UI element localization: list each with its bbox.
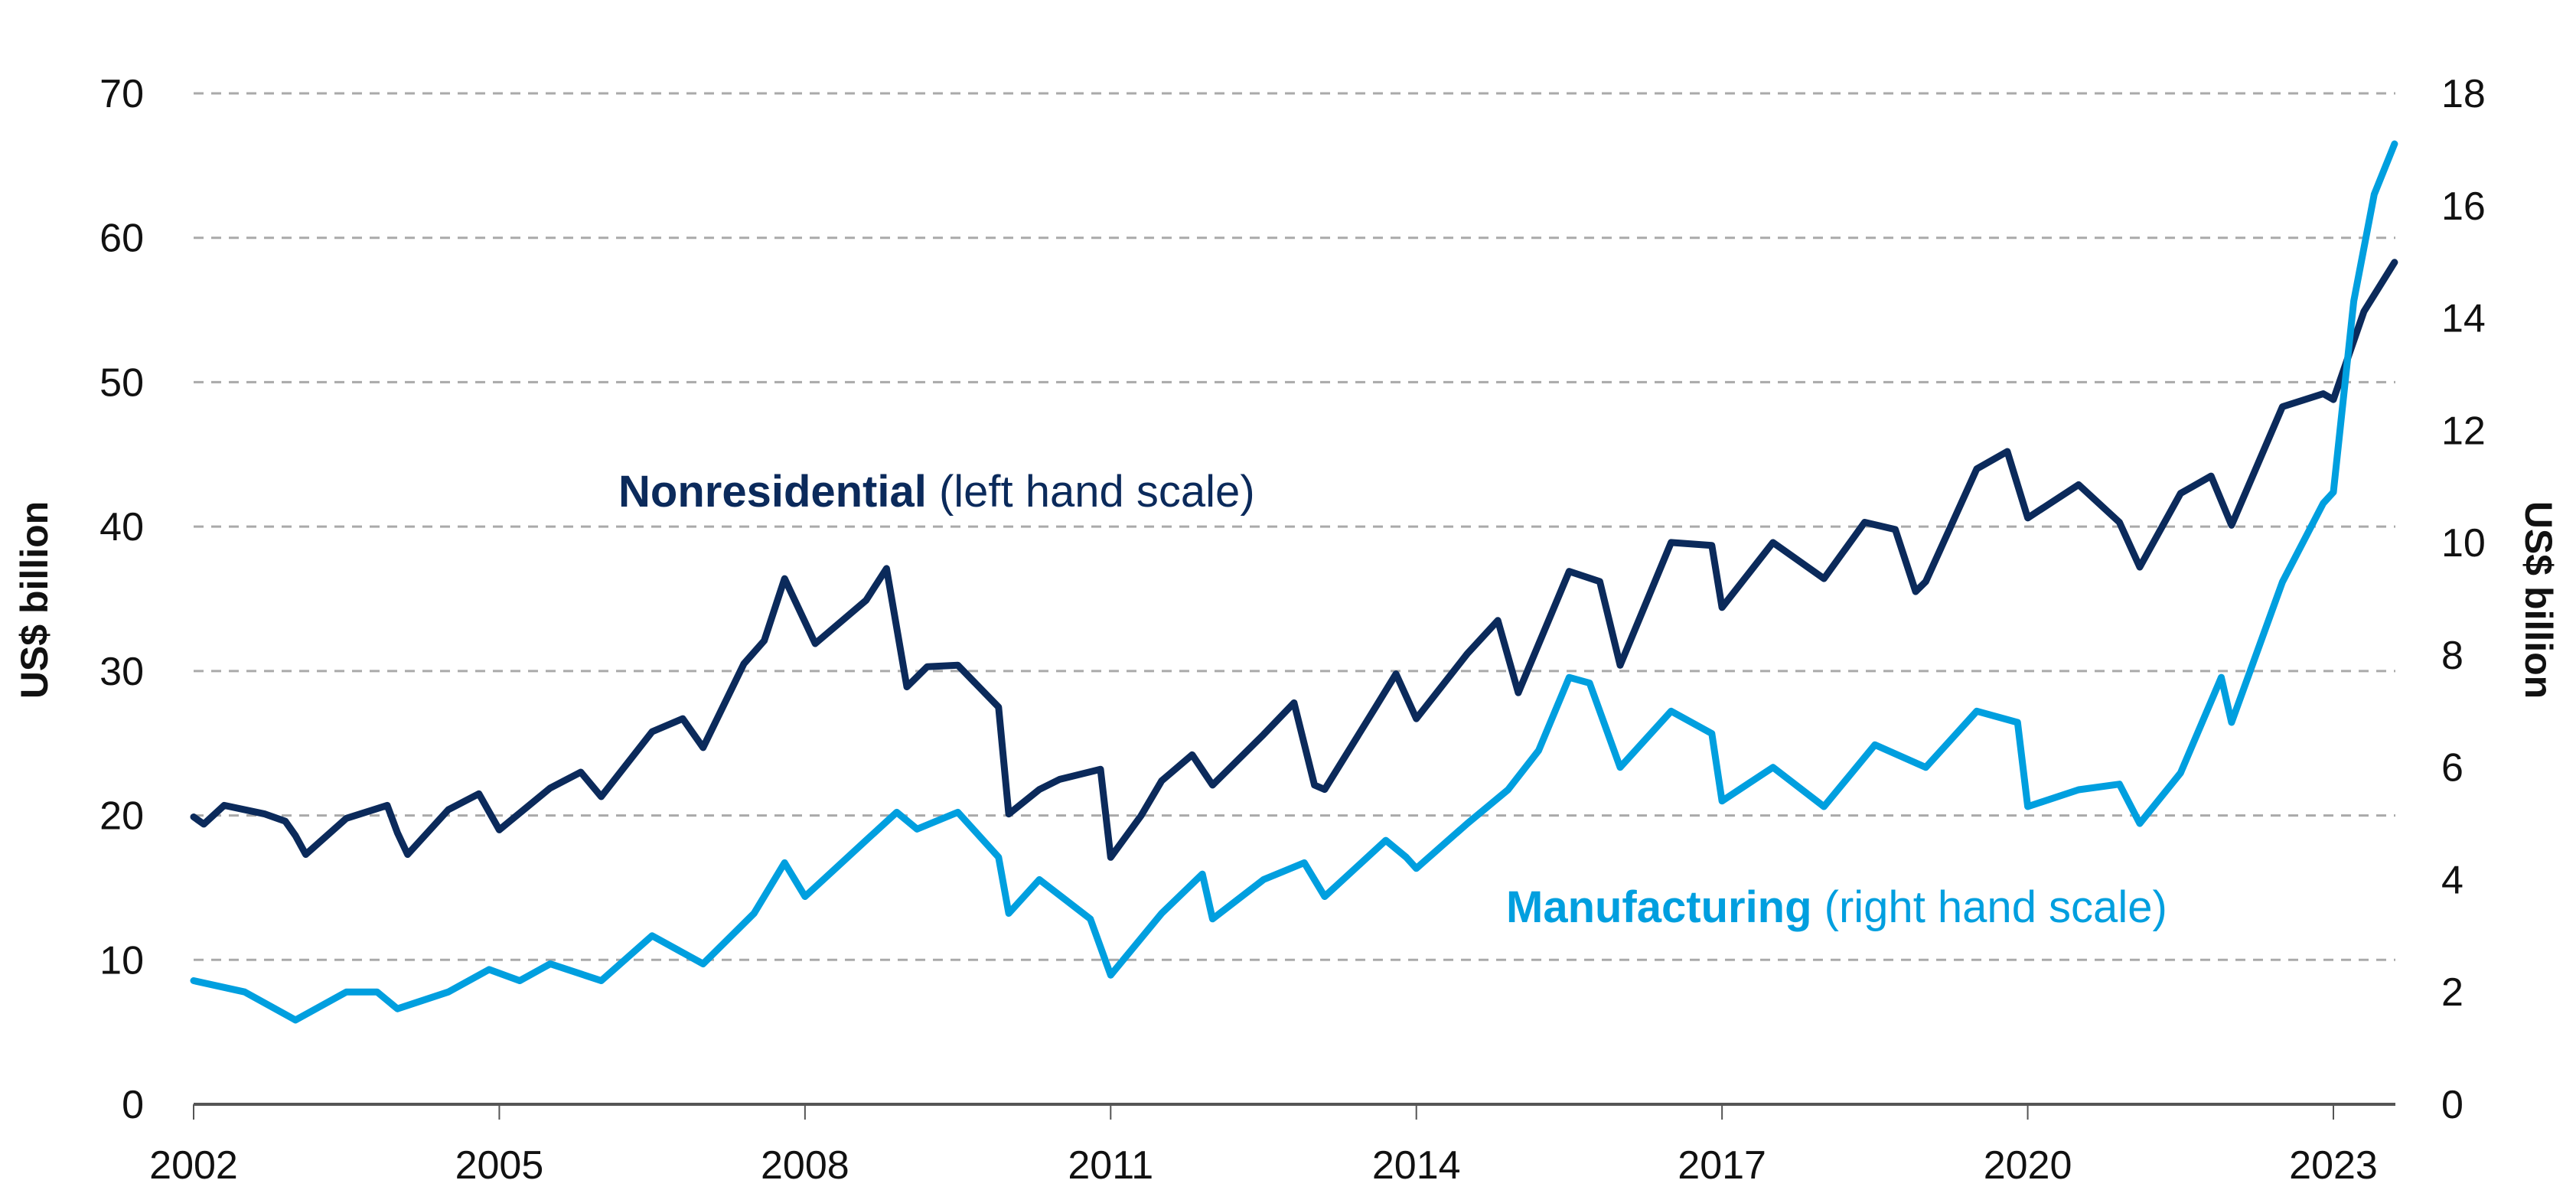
manufacturing-annotation-name: Manufacturing: [1506, 882, 1812, 932]
nonresidential-annotation: Nonresidential (left hand scale): [618, 467, 1255, 517]
right-y-tick-label: 10: [2441, 521, 2486, 566]
left-y-tick-label: 10: [99, 938, 144, 983]
x-axis: 2002 2005 2008 2011 2014 2017 2020 2023: [149, 1103, 2395, 1188]
nonresidential-annotation-name: Nonresidential: [618, 467, 927, 517]
left-y-tick-label: 30: [99, 650, 144, 694]
left-y-axis: 0 10 20 30 40 50 60 70: [99, 72, 144, 1127]
x-tick-label: 2023: [2289, 1143, 2378, 1188]
x-tick-label: 2020: [1984, 1143, 2072, 1188]
right-y-tick-label: 4: [2441, 858, 2464, 902]
right-y-tick-label: 18: [2441, 72, 2486, 116]
nonresidential-line: [190, 259, 2398, 861]
x-tick-label: 2014: [1372, 1143, 1461, 1188]
gridlines: [194, 92, 2395, 961]
series-lines: [190, 140, 2398, 1024]
right-y-axis: 0 2 4 6 8 10 12 14 16 18: [2441, 72, 2486, 1127]
right-y-tick-label: 14: [2441, 297, 2486, 341]
right-y-tick-label: 8: [2441, 634, 2464, 678]
x-tick-label: 2008: [761, 1143, 849, 1188]
right-y-tick-label: 12: [2441, 409, 2486, 453]
nonresidential-annotation-scale: (left hand scale): [927, 467, 1255, 517]
x-tick-label: 2005: [455, 1143, 544, 1188]
right-y-tick-label: 16: [2441, 184, 2486, 229]
left-y-tick-label: 70: [99, 72, 144, 116]
manufacturing-annotation-scale: (right hand scale): [1812, 882, 2167, 932]
left-y-tick-label: 0: [122, 1083, 144, 1127]
x-tick-label: 2011: [1068, 1143, 1153, 1188]
left-axis-title: US$ billion: [13, 501, 56, 699]
manufacturing-line: [190, 140, 2398, 1024]
right-y-tick-label: 2: [2441, 970, 2464, 1015]
left-y-tick-label: 40: [99, 505, 144, 549]
manufacturing-annotation: Manufacturing (right hand scale): [1506, 882, 2167, 932]
left-y-tick-label: 50: [99, 360, 144, 405]
right-y-tick-label: 6: [2441, 746, 2464, 791]
right-y-tick-label: 0: [2441, 1083, 2464, 1127]
right-axis-title: US$ billion: [2517, 501, 2560, 699]
left-y-tick-label: 60: [99, 217, 144, 261]
left-y-tick-label: 20: [99, 794, 144, 839]
x-tick-label: 2017: [1678, 1143, 1766, 1188]
x-tick-label: 2002: [149, 1143, 238, 1188]
